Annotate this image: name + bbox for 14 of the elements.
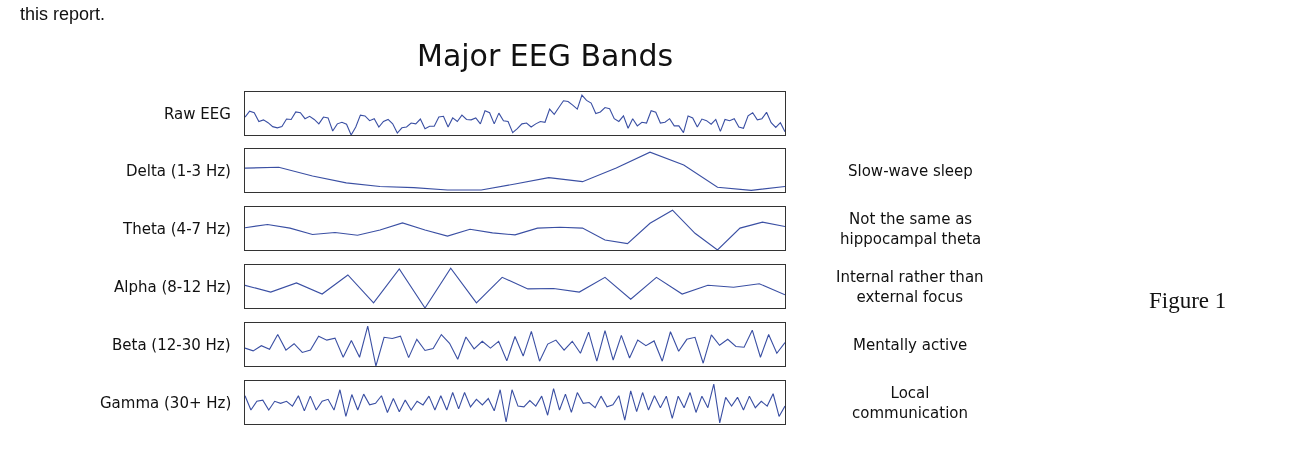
text: Not the same as hippocampal theta: [840, 210, 982, 248]
text: Slow-wave sleep: [848, 162, 973, 180]
chart-title: Major EEG Bands: [417, 38, 674, 73]
y-axis-title: Gamma (30+ Hz): [100, 394, 232, 412]
y-axis-title: Beta (12-30 Hz): [112, 336, 231, 354]
text: Local communication: [852, 384, 969, 422]
y-axis-title: Raw EEG: [164, 105, 231, 123]
y-axis-title: Theta (4-7 Hz): [122, 220, 231, 238]
y-axis-title: Alpha (8-12 Hz): [114, 278, 232, 296]
caption: Figure 1: [1149, 288, 1227, 313]
text: this report.: [20, 4, 106, 24]
text: Mentally active: [853, 336, 968, 354]
text: Internal rather than external focus: [836, 268, 984, 306]
y-axis-title: Delta (1-3 Hz): [126, 162, 231, 180]
